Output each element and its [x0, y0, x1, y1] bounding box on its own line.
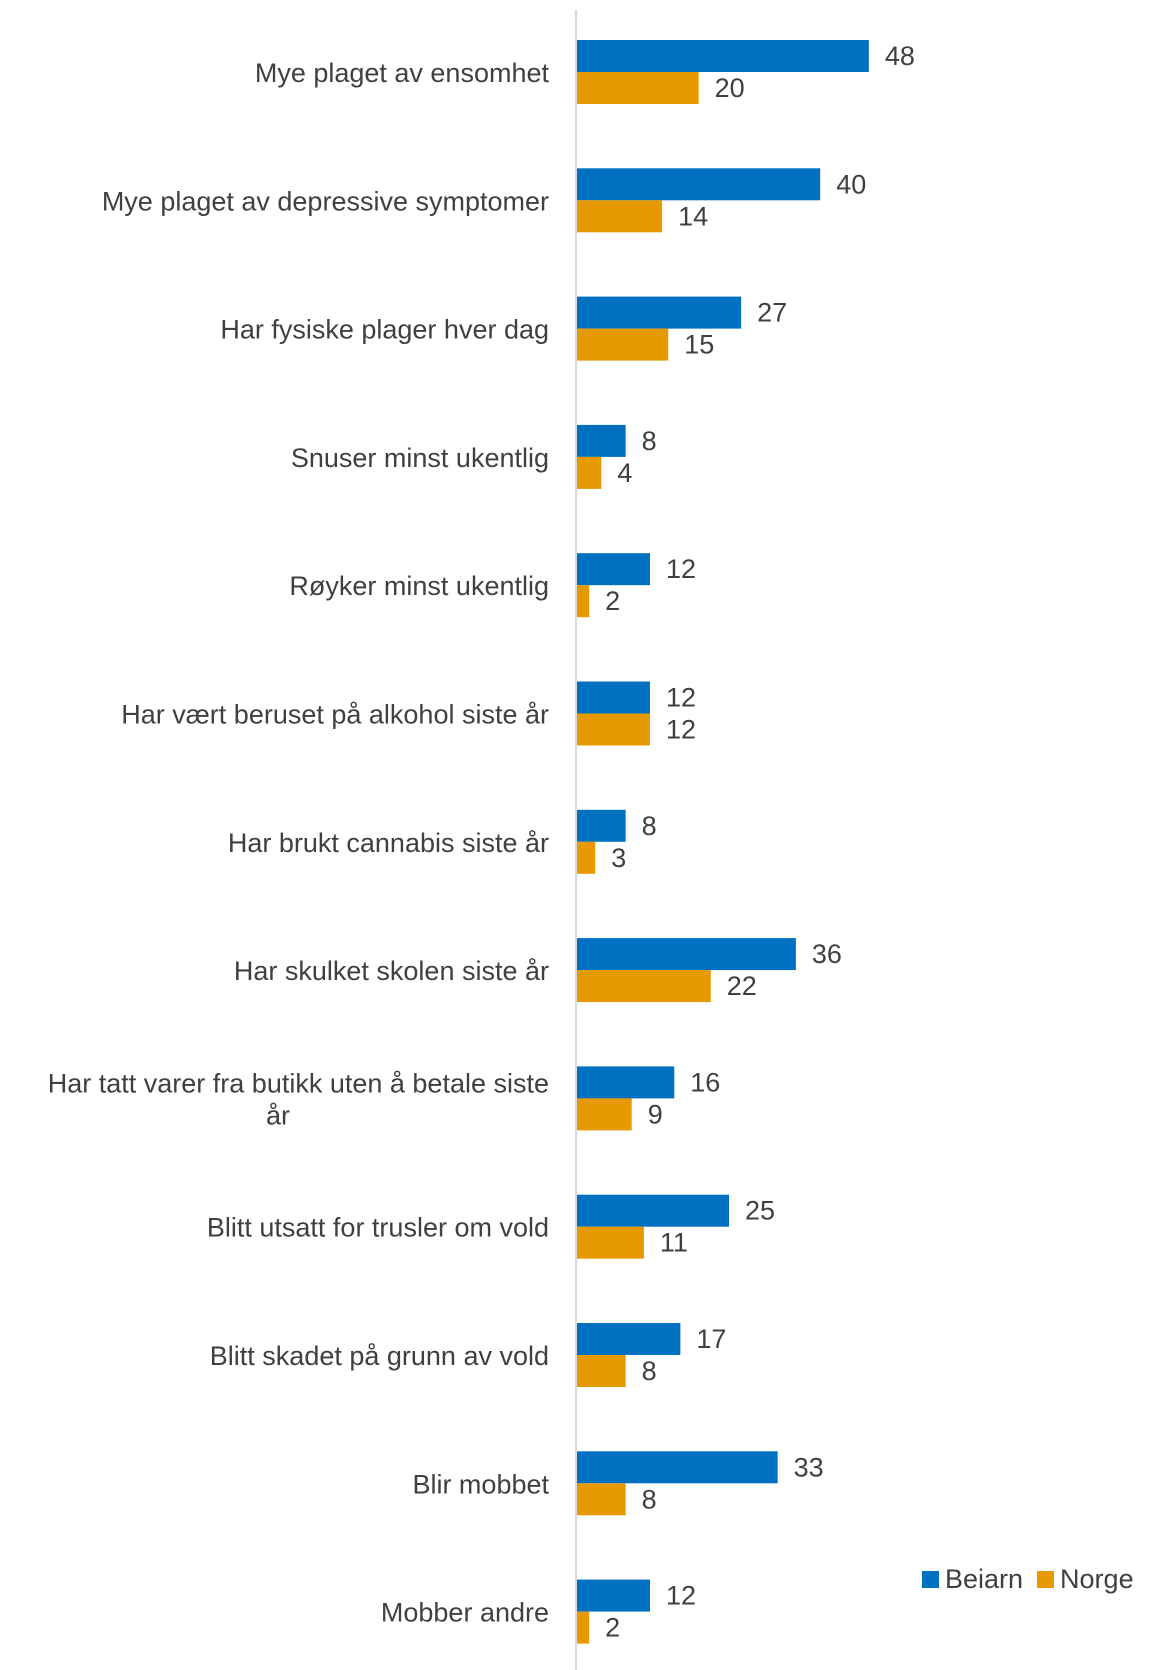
category-label: Mye plaget av ensomhet	[255, 58, 550, 88]
data-label-beiarn: 25	[745, 1196, 775, 1226]
bar-norge	[577, 585, 590, 618]
bar-beiarn	[577, 296, 742, 329]
legend-swatch-beiarn	[922, 1571, 939, 1588]
category-label: Mobber andre	[381, 1598, 549, 1628]
data-label-norge: 2	[605, 586, 620, 616]
bar-beiarn	[577, 809, 626, 842]
data-label-beiarn: 16	[690, 1067, 720, 1097]
data-label-beiarn: 33	[794, 1452, 824, 1482]
data-label-norge: 8	[642, 1484, 657, 1514]
bar-norge	[577, 456, 602, 489]
category-label: Blir mobbet	[412, 1469, 549, 1499]
data-label-norge: 8	[642, 1356, 657, 1386]
data-label-norge: 3	[611, 843, 626, 873]
bar-beiarn	[577, 40, 869, 72]
legend-label-norge: Norge	[1060, 1564, 1134, 1594]
bar-norge	[577, 200, 663, 233]
bar-norge	[577, 72, 699, 104]
legend-swatch-norge	[1037, 1571, 1055, 1588]
data-label-beiarn: 8	[642, 426, 657, 456]
category-label: Blitt utsatt for trusler om vold	[207, 1213, 549, 1243]
bar-norge	[577, 1098, 632, 1131]
bar-beiarn	[577, 168, 821, 201]
data-label-beiarn: 27	[757, 298, 787, 328]
data-label-beiarn: 40	[836, 169, 866, 199]
bar-norge	[577, 970, 711, 1003]
data-label-norge: 14	[678, 201, 708, 231]
category-label-line: år	[266, 1100, 290, 1130]
data-labels: 4820401427158412212128336221692511178338…	[605, 41, 915, 1643]
category-label-line: Har tatt varer fra butikk uten å betale …	[48, 1068, 549, 1098]
data-label-norge: 22	[727, 971, 757, 1001]
data-label-norge: 2	[605, 1613, 620, 1643]
data-label-beiarn: 36	[812, 939, 842, 969]
data-label-beiarn: 17	[696, 1324, 726, 1354]
data-label-norge: 9	[648, 1099, 663, 1129]
category-label: Blitt skadet på grunn av vold	[210, 1341, 549, 1371]
bar-norge	[577, 1483, 626, 1516]
bar-beiarn	[577, 938, 796, 971]
data-label-norge: 11	[660, 1228, 688, 1258]
data-label-beiarn: 48	[885, 41, 915, 71]
bar-beiarn	[577, 1066, 675, 1099]
bar-norge	[577, 841, 596, 874]
bar-beiarn	[577, 1451, 778, 1484]
bar-norge	[577, 1611, 590, 1644]
legend-label-beiarn: Beiarn	[945, 1564, 1024, 1594]
category-label: Snuser minst ukentlig	[291, 443, 549, 473]
data-label-norge: 12	[666, 715, 696, 745]
category-label: Har brukt cannabis siste år	[228, 828, 549, 858]
bar-beiarn	[577, 1194, 729, 1227]
category-label: Har tatt varer fra butikk uten å betale …	[48, 1068, 549, 1130]
bar-beiarn	[577, 681, 650, 714]
category-label: Har skulket skolen siste år	[234, 956, 549, 986]
bar-norge	[577, 713, 650, 746]
category-labels: Mye plaget av ensomhet Mye plaget av depr…	[48, 58, 550, 1628]
bar-beiarn	[577, 553, 650, 586]
data-label-beiarn: 12	[666, 683, 696, 713]
legend-item-beiarn: Beiarn	[922, 1564, 1023, 1595]
bar-beiarn	[577, 1579, 650, 1612]
category-label: Røyker minst ukentlig	[289, 571, 549, 601]
bars	[577, 40, 869, 1644]
data-label-norge: 15	[684, 330, 714, 360]
bar-beiarn	[577, 424, 626, 457]
data-label-beiarn: 12	[666, 554, 696, 584]
legend: Beiarn Norge	[922, 1564, 1148, 1595]
data-label-beiarn: 8	[642, 811, 657, 841]
data-label-norge: 20	[715, 73, 745, 103]
category-label: Har vært beruset på alkohol siste år	[121, 700, 549, 730]
bar-norge	[577, 328, 669, 361]
data-label-norge: 4	[617, 458, 632, 488]
category-label: Mye plaget av depressive symptomer	[102, 186, 549, 216]
bar-norge	[577, 1355, 626, 1387]
data-label-beiarn: 12	[666, 1581, 696, 1611]
legend-item-norge: Norge	[1037, 1564, 1134, 1595]
bar-beiarn	[577, 1323, 681, 1355]
bar-norge	[577, 1226, 644, 1259]
category-label: Har fysiske plager hver dag	[220, 315, 549, 345]
